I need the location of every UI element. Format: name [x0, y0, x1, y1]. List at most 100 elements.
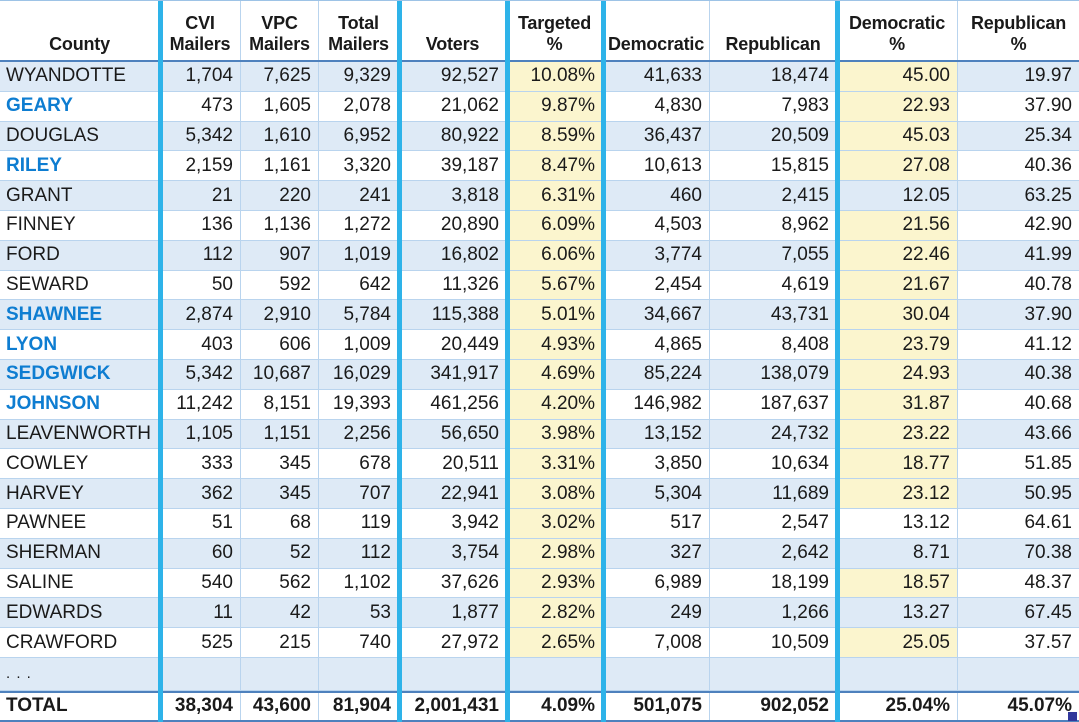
cell-republican-pct[interactable]: 40.68	[1024, 393, 1072, 415]
cell-targeted-pct[interactable]: 3.02%	[507, 508, 603, 538]
cell-county[interactable]: FINNEY	[0, 210, 160, 240]
cell-democratic-pct[interactable]: 25.05	[837, 628, 958, 657]
cell-voters[interactable]: 1,877	[399, 598, 507, 628]
cell-county[interactable]: GEARY	[0, 91, 160, 121]
cell-voters[interactable]: 56,650	[399, 419, 507, 449]
cell-total-mailers[interactable]: 16,029	[319, 359, 399, 389]
cell-voters[interactable]: 3,942	[399, 508, 507, 538]
cell-total-mailers[interactable]: 19,393	[319, 389, 399, 419]
cell-empty[interactable]	[958, 658, 1079, 690]
cell-cvi-mailers[interactable]: 21	[160, 181, 241, 210]
cell-total-mailers[interactable]: 1,009	[319, 330, 399, 359]
cell-republican[interactable]: 2,642	[710, 538, 837, 568]
cell-republican[interactable]: 15,815	[710, 151, 837, 181]
cell-democratic[interactable]: 146,982	[603, 389, 710, 419]
cell-democratic[interactable]: 3,850	[603, 449, 710, 479]
cell-cvi-mailers[interactable]: 403	[160, 330, 241, 359]
cell-democratic-pct[interactable]: 23.22	[837, 419, 958, 449]
cell-vpc-mailers[interactable]: 10,687	[241, 359, 319, 389]
cell-empty[interactable]	[837, 657, 958, 690]
cell-vpc-mailers[interactable]: 1,151	[241, 419, 319, 449]
cell-republican[interactable]: 18,199	[710, 568, 837, 598]
cell-democratic-pct[interactable]: 22.46	[837, 240, 958, 270]
cell-county[interactable]: LYON	[0, 330, 160, 359]
cell-vpc-mailers[interactable]: 215	[241, 628, 319, 657]
cell-county[interactable]: HARVEY	[0, 479, 160, 508]
cell-total-cvi-mailers[interactable]: 38,304	[160, 692, 241, 720]
cell-democratic-pct[interactable]: 8.71	[837, 538, 958, 568]
cell-democratic[interactable]: 6,989	[603, 568, 710, 598]
cell-targeted-pct[interactable]: 6.06%	[507, 240, 603, 270]
cell-vpc-mailers[interactable]: 1,605	[241, 91, 319, 121]
cell-targeted-pct[interactable]: 4.69%	[507, 359, 603, 389]
cell-targeted-pct[interactable]: 2.82%	[507, 598, 603, 628]
cell-republican-pct[interactable]: 41.99	[1024, 244, 1072, 266]
cell-republican-pct[interactable]: 40.78	[1024, 273, 1072, 295]
cell-democratic-pct[interactable]: 21.56	[837, 210, 958, 240]
cell-total-mailers[interactable]: 3,320	[319, 151, 399, 181]
cell-voters[interactable]: 21,062	[399, 91, 507, 121]
cell-targeted-pct[interactable]: 6.09%	[507, 210, 603, 240]
cell-vpc-mailers[interactable]: 2,910	[241, 300, 319, 330]
cell-republican-pct[interactable]: 37.90	[1024, 303, 1072, 325]
col-header-republican-pct[interactable]: Republican %	[970, 12, 1066, 54]
cell-vpc-mailers[interactable]: 68	[241, 508, 319, 538]
cell-cvi-mailers[interactable]: 50	[160, 270, 241, 300]
cell-democratic[interactable]: 4,503	[603, 210, 710, 240]
col-header-targeted-pct[interactable]: Targeted %	[507, 1, 603, 60]
cell-voters[interactable]: 20,890	[399, 210, 507, 240]
cell-democratic[interactable]: 4,865	[603, 330, 710, 359]
cell-targeted-pct[interactable]: 2.93%	[507, 568, 603, 598]
cell-county[interactable]: JOHNSON	[0, 389, 160, 419]
cell-total-mailers[interactable]: 1,272	[319, 210, 399, 240]
cell-voters[interactable]: 341,917	[399, 359, 507, 389]
col-header-total-mailers[interactable]: Total Mailers	[319, 1, 399, 60]
cell-cvi-mailers[interactable]: 136	[160, 210, 241, 240]
cell-voters[interactable]: 16,802	[399, 240, 507, 270]
cell-voters[interactable]: 11,326	[399, 270, 507, 300]
cell-democratic[interactable]: 34,667	[603, 300, 710, 330]
cell-republican[interactable]: 2,415	[710, 181, 837, 210]
cell-targeted-pct[interactable]: 6.31%	[507, 181, 603, 210]
cell-total-voters[interactable]: 2,001,431	[399, 692, 507, 720]
cell-voters[interactable]: 3,818	[399, 181, 507, 210]
cell-vpc-mailers[interactable]: 907	[241, 240, 319, 270]
cell-cvi-mailers[interactable]: 2,874	[160, 300, 241, 330]
cell-democratic-pct[interactable]: 23.12	[837, 479, 958, 508]
cell-empty[interactable]	[160, 657, 241, 690]
cell-vpc-mailers[interactable]: 1,610	[241, 121, 319, 151]
cell-vpc-mailers[interactable]: 1,161	[241, 151, 319, 181]
cell-total-mailers[interactable]: 119	[319, 508, 399, 538]
col-header-voters[interactable]: Voters	[399, 1, 507, 60]
cell-democratic-pct[interactable]: 18.77	[837, 449, 958, 479]
cell-voters[interactable]: 39,187	[399, 151, 507, 181]
cell-targeted-pct[interactable]: 5.01%	[507, 300, 603, 330]
cell-democratic-pct[interactable]: 18.57	[837, 568, 958, 598]
cell-cvi-mailers[interactable]: 5,342	[160, 121, 241, 151]
cell-voters[interactable]: 3,754	[399, 538, 507, 568]
cell-republican[interactable]: 2,547	[710, 508, 837, 538]
cell-republican[interactable]: 20,509	[710, 121, 837, 151]
cell-republican-pct[interactable]: 63.25	[1024, 184, 1072, 206]
cell-vpc-mailers[interactable]: 606	[241, 330, 319, 359]
cell-targeted-pct[interactable]: 8.47%	[507, 151, 603, 181]
cell-democratic-pct[interactable]: 45.03	[837, 121, 958, 151]
col-header-vpc-mailers[interactable]: VPC Mailers	[241, 1, 319, 60]
cell-republican-pct[interactable]: 64.61	[1024, 512, 1072, 534]
selection-fill-handle[interactable]	[1068, 712, 1077, 721]
cell-cvi-mailers[interactable]: 5,342	[160, 359, 241, 389]
col-header-republican[interactable]: Republican	[710, 1, 837, 60]
cell-democratic[interactable]: 2,454	[603, 270, 710, 300]
cell-republican-pct[interactable]: 42.90	[1024, 214, 1072, 236]
cell-targeted-pct[interactable]: 3.08%	[507, 479, 603, 508]
cell-total-mailers[interactable]: 5,784	[319, 300, 399, 330]
cell-republican[interactable]: 8,962	[710, 210, 837, 240]
cell-cvi-mailers[interactable]: 1,704	[160, 62, 241, 91]
cell-vpc-mailers[interactable]: 345	[241, 479, 319, 508]
cell-targeted-pct[interactable]: 4.20%	[507, 389, 603, 419]
cell-total-mailers[interactable]: 6,952	[319, 121, 399, 151]
cell-democratic[interactable]: 5,304	[603, 479, 710, 508]
cell-county[interactable]: EDWARDS	[0, 598, 160, 628]
cell-targeted-pct[interactable]: 3.31%	[507, 449, 603, 479]
cell-total-mailers[interactable]: 112	[319, 538, 399, 568]
